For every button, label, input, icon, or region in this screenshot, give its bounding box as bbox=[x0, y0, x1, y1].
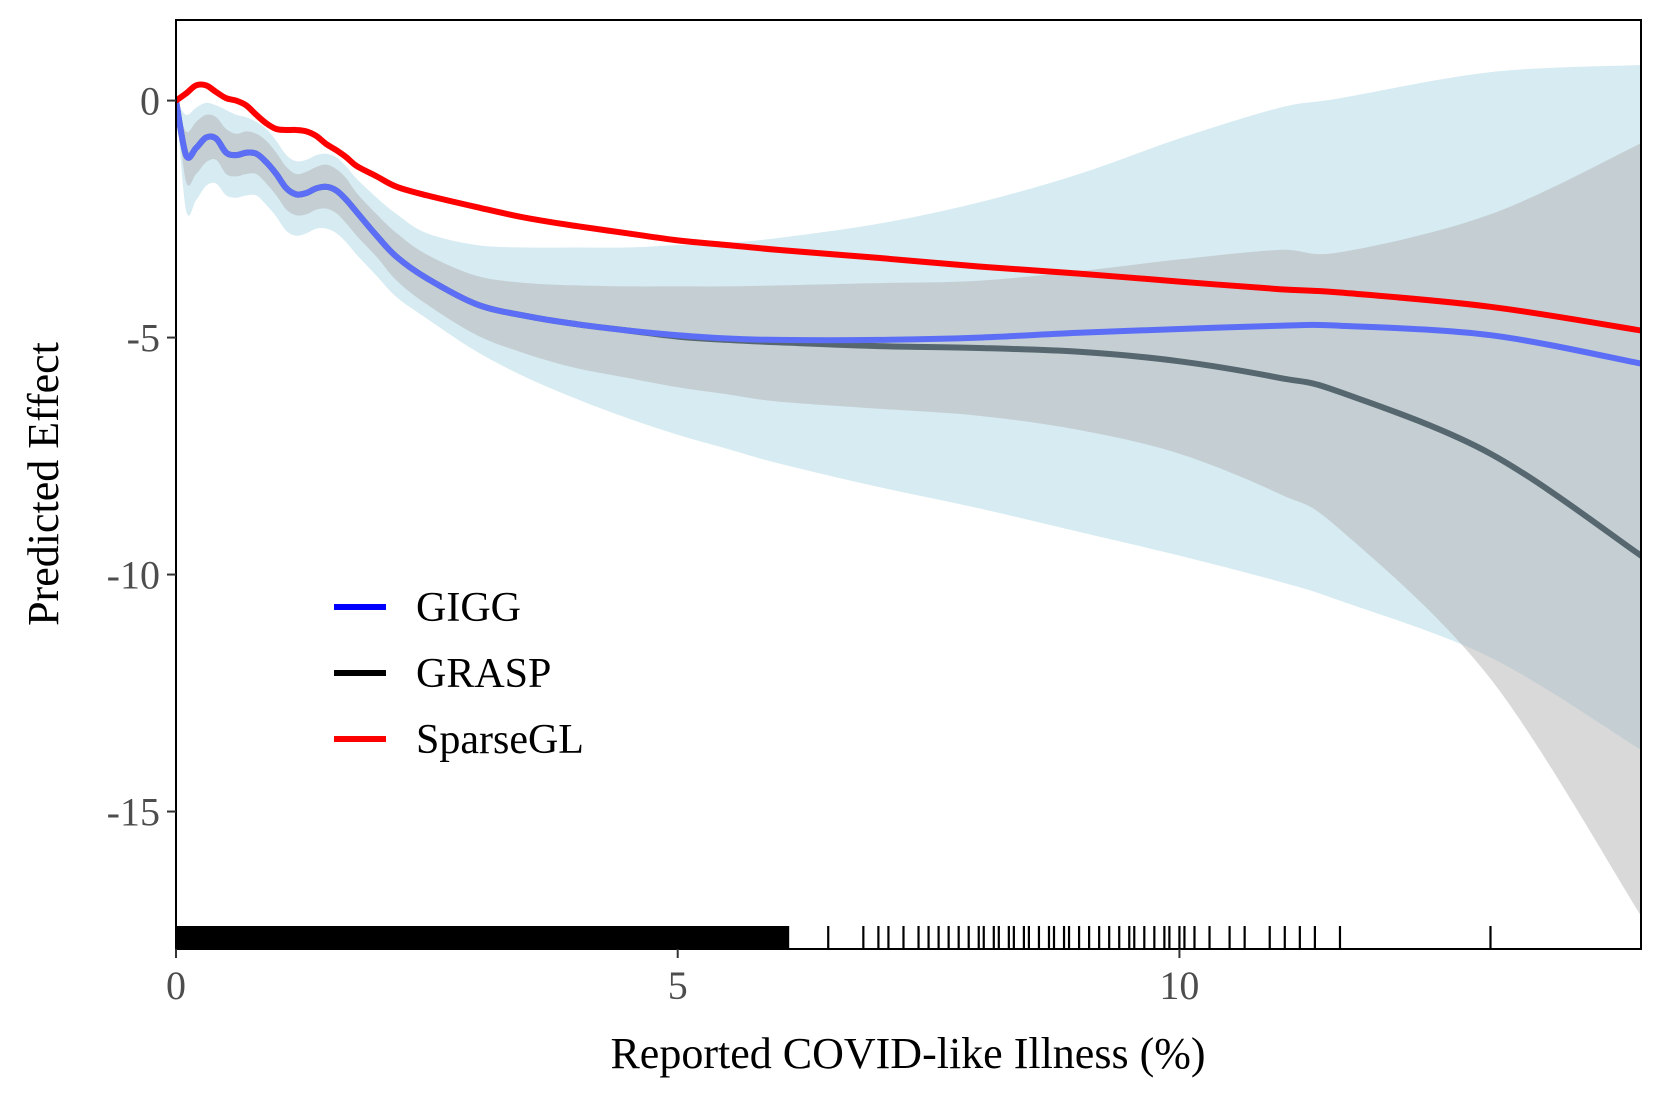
ribbon-grasp-interval bbox=[176, 100, 1641, 916]
series-line-gigg bbox=[176, 97, 1641, 367]
series-line-sparsegl bbox=[176, 81, 1641, 334]
legend-label-sparsegl: SparseGL bbox=[416, 717, 584, 763]
x-tick-label: 0 bbox=[166, 963, 186, 1008]
legend-item-gigg: GIGG bbox=[334, 585, 521, 631]
y-axis-ticks: 0 -5 -10 -15 bbox=[107, 79, 176, 835]
series-lines bbox=[176, 81, 1641, 559]
y-tick-label: -15 bbox=[107, 790, 160, 835]
legend-item-grasp: GRASP bbox=[334, 651, 551, 697]
y-tick-label: 0 bbox=[140, 79, 160, 124]
legend-label-gigg: GIGG bbox=[416, 585, 521, 631]
x-tick-label: 5 bbox=[668, 963, 688, 1008]
legend: GIGG GRASP SparseGL bbox=[334, 585, 584, 763]
x-axis-title: Reported COVID-like Illness (%) bbox=[610, 1029, 1205, 1078]
rug-dense-band bbox=[176, 926, 789, 949]
y-tick-label: -5 bbox=[127, 316, 160, 361]
legend-item-sparsegl: SparseGL bbox=[334, 717, 584, 763]
rug-marks bbox=[176, 926, 1492, 949]
confidence-ribbons bbox=[176, 65, 1641, 916]
y-tick-label: -10 bbox=[107, 553, 160, 598]
plot-panel-border bbox=[175, 19, 1642, 950]
x-tick-label: 10 bbox=[1159, 963, 1199, 1008]
legend-label-grasp: GRASP bbox=[416, 651, 551, 697]
y-axis-title: Predicted Effect bbox=[19, 342, 68, 626]
x-axis-ticks: 0 5 10 bbox=[166, 949, 1199, 1008]
